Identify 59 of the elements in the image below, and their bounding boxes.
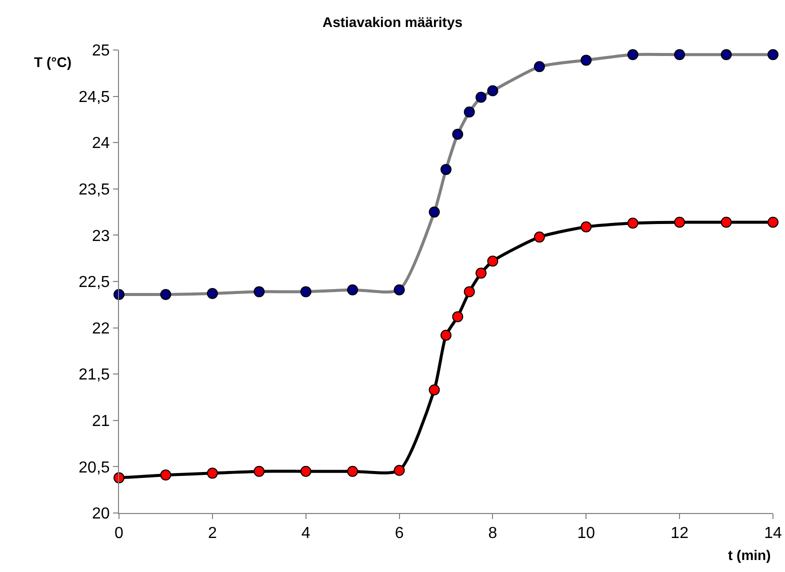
y-tick-label: 20 xyxy=(92,506,110,523)
y-tick-label: 21 xyxy=(92,413,110,430)
point xyxy=(720,216,732,228)
y-tick-label: 24,5 xyxy=(78,88,110,106)
point xyxy=(580,221,592,232)
y-tick-label: 22,5 xyxy=(78,274,110,292)
y-tick-label: 23,5 xyxy=(78,182,110,198)
y-axis-title: T (°C) xyxy=(34,54,72,70)
point xyxy=(428,384,440,396)
x-tick-label: 10 xyxy=(577,525,596,542)
point xyxy=(768,49,778,60)
point xyxy=(114,288,124,300)
point xyxy=(464,106,475,118)
x-tick-label: 12 xyxy=(670,525,689,542)
y-tick-label: 21,5 xyxy=(78,366,110,384)
point xyxy=(452,311,464,322)
point xyxy=(720,49,732,60)
point xyxy=(254,286,265,298)
point xyxy=(206,468,218,479)
point xyxy=(300,286,312,298)
x-tick-label: 2 xyxy=(208,525,217,542)
point xyxy=(464,286,475,298)
y-tick-label: 25 xyxy=(92,42,110,60)
point xyxy=(627,49,638,60)
y-tick-label: 24 xyxy=(92,135,110,152)
point xyxy=(534,61,545,72)
point xyxy=(300,466,312,477)
point xyxy=(394,464,405,476)
point xyxy=(440,164,452,175)
x-tick-label: 4 xyxy=(301,525,310,542)
point xyxy=(768,216,778,228)
point xyxy=(627,218,638,229)
point xyxy=(160,470,172,481)
point xyxy=(428,206,440,218)
x-tick-label: 14 xyxy=(764,525,782,542)
x-axis-title: t (min) xyxy=(728,547,771,563)
point xyxy=(487,256,498,267)
point xyxy=(160,288,172,300)
point xyxy=(674,49,686,60)
point xyxy=(440,330,452,341)
y-tick-label: 22 xyxy=(92,320,110,338)
point xyxy=(476,92,487,103)
y-tick-label: 20,5 xyxy=(78,459,110,476)
y-tick-label: 23 xyxy=(92,228,110,245)
point xyxy=(674,216,686,228)
point xyxy=(347,466,358,477)
x-tick-label: 0 xyxy=(114,525,124,542)
point xyxy=(487,85,498,96)
x-tick-label: 8 xyxy=(488,525,498,542)
chart-title: Astiavakion määritys xyxy=(322,14,463,30)
point xyxy=(580,54,592,66)
point xyxy=(347,284,358,296)
point xyxy=(394,284,405,296)
point xyxy=(254,466,265,477)
point xyxy=(206,288,218,300)
point xyxy=(452,128,464,140)
point xyxy=(476,268,487,279)
point xyxy=(534,232,545,243)
x-tick-label: 6 xyxy=(394,525,404,542)
